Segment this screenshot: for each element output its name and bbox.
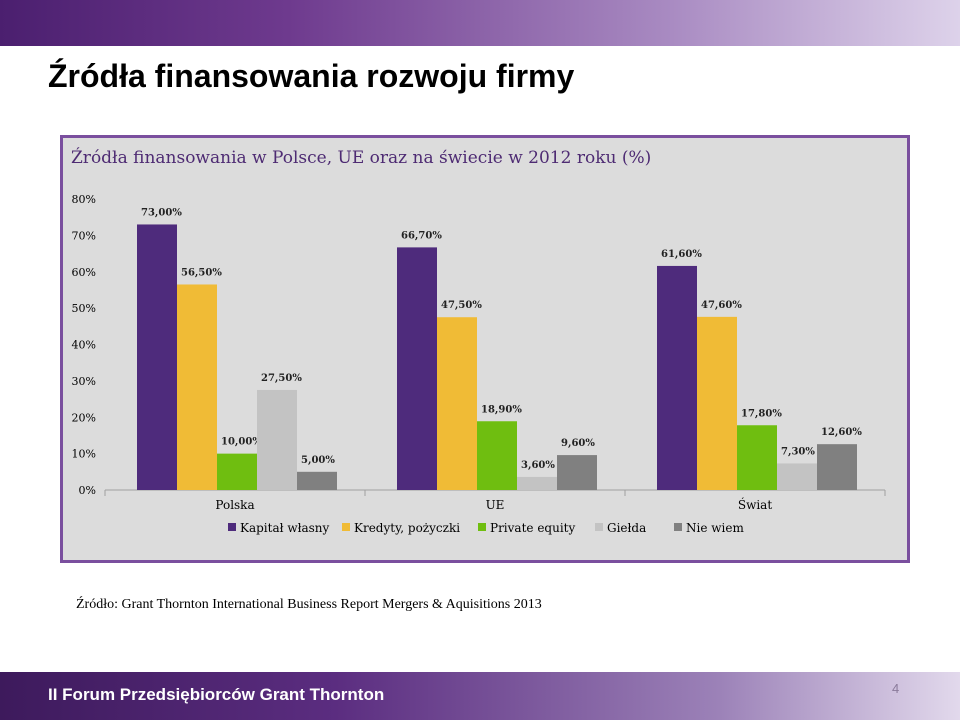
y-tick-label: 50% xyxy=(72,302,96,315)
bar-ue-nie-wiem xyxy=(557,455,597,490)
source-citation: Źródło: Grant Thornton International Bus… xyxy=(76,597,542,612)
legend-swatch-kredyty-pozyczki xyxy=(342,523,350,531)
footer-text: II Forum Przedsiębiorców Grant Thornton xyxy=(48,685,385,704)
legend-label-private-equity: Private equity xyxy=(490,521,575,535)
bar-swiat-gielda xyxy=(777,463,817,490)
legend-label-gielda: Giełda xyxy=(607,521,646,535)
bar-polska-kapital-wlasny xyxy=(137,224,177,490)
legend-swatch-kapital-wlasny xyxy=(228,523,236,531)
data-label: 47,60% xyxy=(701,300,742,311)
x-tick-label-ue: UE xyxy=(486,498,505,512)
data-label: 27,50% xyxy=(261,373,302,384)
data-label: 66,70% xyxy=(401,230,442,241)
bar-ue-kredyty-pozyczki xyxy=(437,317,477,490)
bar-swiat-kapital-wlasny xyxy=(657,265,697,490)
bar-polska-gielda xyxy=(257,389,297,490)
legend-label-kredyty-pozyczki: Kredyty, pożyczki xyxy=(354,521,460,535)
bar-ue-gielda xyxy=(517,476,557,490)
bar-swiat-private-equity xyxy=(737,425,777,490)
data-label: 73,00% xyxy=(141,207,182,218)
bar-ue-private-equity xyxy=(477,421,517,490)
y-tick-label: 80% xyxy=(72,193,96,206)
y-tick-label: 20% xyxy=(72,411,96,424)
bar-polska-private-equity xyxy=(217,453,257,490)
data-label: 47,50% xyxy=(441,300,482,311)
y-tick-label: 0% xyxy=(79,484,96,497)
data-label: 12,60% xyxy=(821,427,862,438)
slide-title: Źródła finansowania rozwoju firmy xyxy=(48,58,575,94)
data-label: 5,00% xyxy=(301,455,335,466)
data-label: 56,50% xyxy=(181,267,222,278)
bar-ue-kapital-wlasny xyxy=(397,247,437,490)
legend-swatch-gielda xyxy=(595,523,603,531)
legend-label-nie-wiem: Nie wiem xyxy=(686,521,744,535)
x-tick-label-swiat: Świat xyxy=(738,496,772,512)
y-tick-label: 70% xyxy=(72,229,96,242)
bar-swiat-kredyty-pozyczki xyxy=(697,316,737,490)
data-label: 18,90% xyxy=(481,404,522,415)
data-label: 61,60% xyxy=(661,249,702,260)
y-tick-label: 30% xyxy=(72,375,96,388)
top-banner xyxy=(0,0,960,46)
y-tick-label: 10% xyxy=(72,448,96,461)
chart-frame: Źródła finansowania w Polsce, UE oraz na… xyxy=(60,135,910,563)
bar-polska-kredyty-pozyczki xyxy=(177,284,217,490)
data-label: 17,80% xyxy=(741,408,782,419)
y-tick-label: 60% xyxy=(72,266,96,279)
y-tick-label: 40% xyxy=(72,339,96,352)
data-label: 9,60% xyxy=(561,438,595,449)
bar-swiat-nie-wiem xyxy=(817,444,857,490)
data-label: 10,00% xyxy=(221,437,262,448)
data-label: 3,60% xyxy=(521,460,555,471)
legend-swatch-nie-wiem xyxy=(674,523,682,531)
bottom-banner xyxy=(0,672,960,720)
legend-swatch-private-equity xyxy=(478,523,486,531)
chart-title: Źródła finansowania w Polsce, UE oraz na… xyxy=(71,148,652,168)
page-number: 4 xyxy=(892,681,900,696)
x-tick-label-polska: Polska xyxy=(215,498,254,512)
data-label: 7,30% xyxy=(781,446,815,457)
bar-polska-nie-wiem xyxy=(297,471,337,490)
legend-label-kapital-wlasny: Kapitał własny xyxy=(240,521,330,535)
bar-chart: 0% 10% 20% 30% 40% 50% 60% 70% 80% 73,00% 56,50% 10… xyxy=(72,193,886,535)
